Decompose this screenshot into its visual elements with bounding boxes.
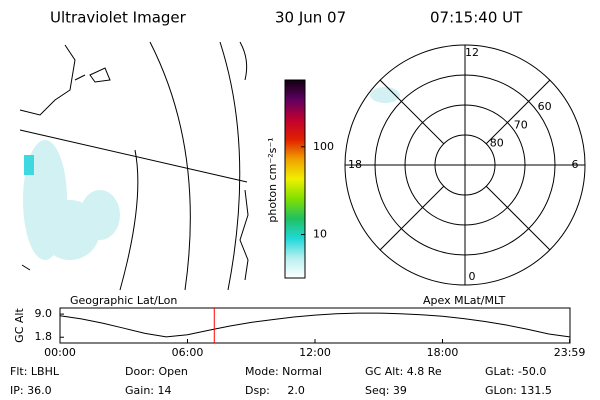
y-tick-label: 9.0	[35, 307, 53, 320]
spoke	[379, 185, 445, 251]
angle-label: 18	[348, 158, 362, 171]
info-text: GLat: -50.0	[485, 365, 546, 378]
x-tick-label: 18:00	[427, 346, 459, 359]
tick-label: 10	[313, 228, 327, 241]
info-text: GC Alt: 4.8 Re	[365, 365, 442, 378]
x-tick-label: 23:59	[554, 346, 586, 359]
date: 30 Jun 07	[275, 9, 346, 27]
spoke	[379, 79, 445, 145]
x-tick-label: 00:00	[44, 346, 76, 359]
r-tick-label: 70	[514, 118, 528, 131]
r-tick-label: 60	[538, 100, 552, 113]
colorbar	[284, 79, 306, 279]
info-text: Flt: LBHL	[10, 365, 60, 378]
info-text: Gain: 14	[125, 384, 172, 397]
y-tick-label: 1.8	[35, 330, 53, 343]
info-text: IP: 36.0	[10, 384, 52, 397]
panel-title: Geographic Lat/Lon	[70, 294, 177, 307]
info-text: Dsp: 2.0	[245, 384, 305, 397]
spoke	[485, 79, 551, 145]
tick-label: 100	[313, 140, 334, 153]
line	[59, 312, 570, 338]
x-tick-label: 12:00	[299, 346, 331, 359]
angle-label: 0	[469, 270, 476, 283]
info-text: Mode: Normal	[245, 365, 322, 378]
time: 07:15:40 UT	[430, 9, 523, 27]
x-tick-label: 06:00	[172, 346, 204, 359]
panel-title: Apex MLat/MLT	[423, 294, 506, 307]
angle-label: 12	[465, 46, 479, 59]
colorbar-label: photon cm⁻²s⁻¹	[266, 137, 279, 222]
y-label: GC Alt	[13, 308, 26, 343]
info-text: GLon: 131.5	[485, 384, 552, 397]
angle-label: 6	[572, 158, 579, 171]
spoke	[485, 185, 551, 251]
map	[19, 41, 400, 291]
info-text: Door: Open	[125, 365, 188, 378]
r-tick-label: 80	[490, 136, 504, 149]
info-text: Seq: 39	[365, 384, 407, 397]
title: Ultraviolet Imager	[50, 9, 187, 27]
